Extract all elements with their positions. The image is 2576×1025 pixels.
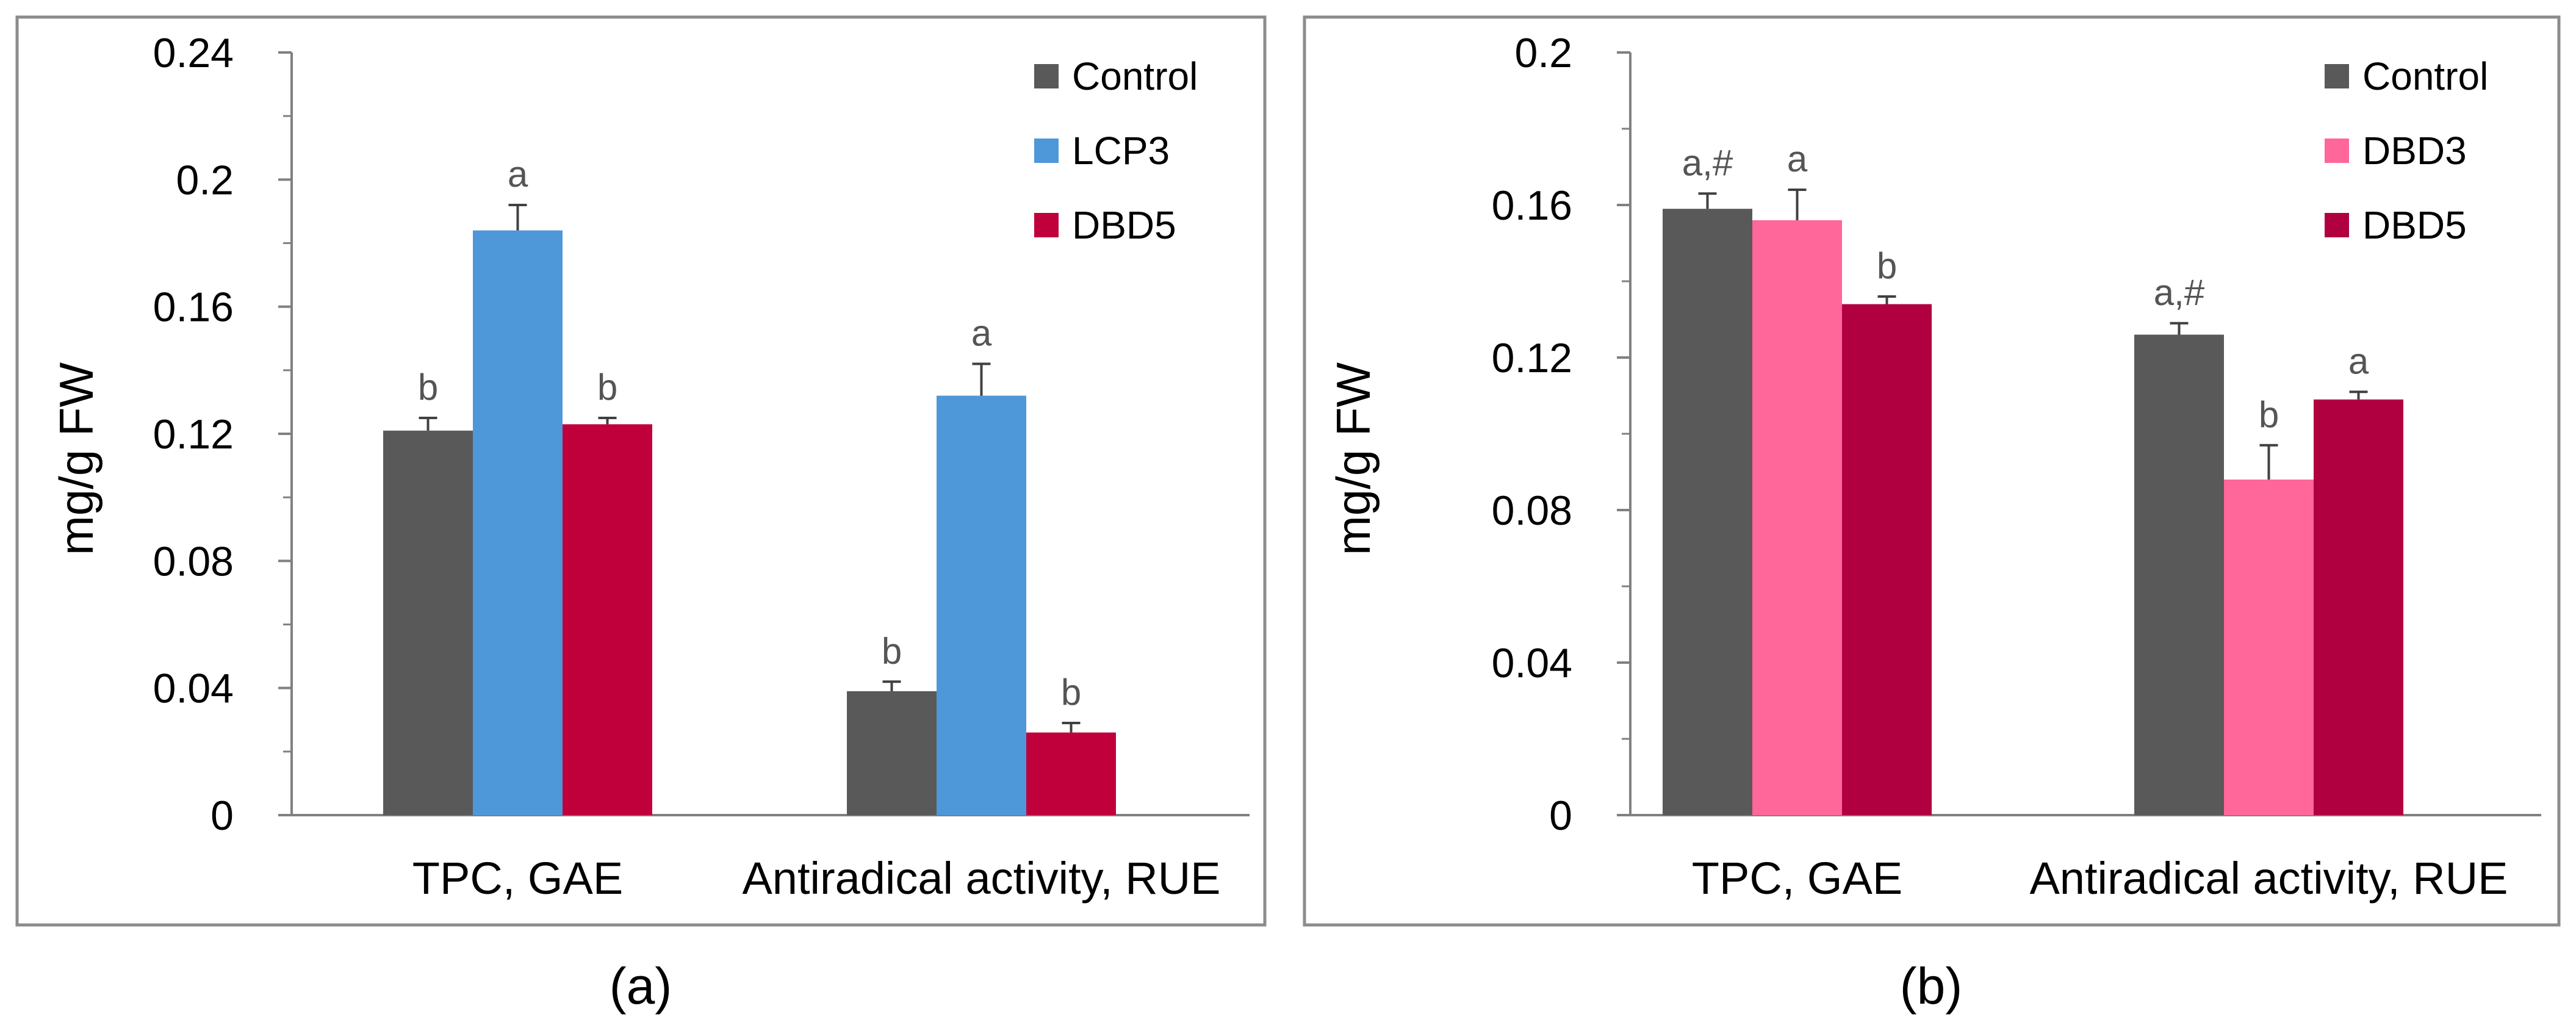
panel-b-legend-swatch [2325, 138, 2349, 163]
panel-a-bar [937, 395, 1026, 815]
panel-b-y-axis-label: mg/g FW [1326, 362, 1380, 555]
panel-a-legend-swatch [1034, 64, 1059, 88]
panel-b-y-tick-label: 0 [1549, 793, 1572, 839]
panel-b: 0 0.04 0.08 0.12 0.16 0.2 a,# a b a,# b a TPC, GAE… [1303, 15, 2561, 1015]
panel-b-bars: a,# a b a,# b a [1663, 138, 2403, 815]
panel-b-category-label: Antiradical activity, RUE [2029, 853, 2508, 904]
panel-b-bar [1752, 220, 1842, 815]
panel-a-bar [383, 430, 473, 815]
panel-b-label: (b) [1900, 957, 1963, 1015]
panel-a-frame [15, 15, 1267, 927]
panel-a-category-label: TPC, GAE [412, 853, 623, 904]
panel-b-legend-label: Control [2362, 54, 2488, 98]
panel-b-significance-label: b [1877, 245, 1897, 286]
panel-b-bar [2224, 480, 2314, 815]
panel-a-significance-label: b [882, 630, 902, 671]
panel-b-y-tick-label: 0.04 [1492, 640, 1572, 686]
panel-a-y-tick-label: 0.2 [176, 157, 234, 203]
panel-b-legend-label: DBD5 [2362, 203, 2467, 247]
panel-b-categories: TPC, GAE Antiradical activity, RUE [1692, 853, 2508, 904]
panel-a: 0 0.04 0.08 0.12 0.16 0.2 0.24 b a b b a b TPC, GAE… [15, 15, 1267, 1015]
panel-b-y-tick-label: 0.16 [1492, 182, 1572, 229]
panel-a-y-tick-label: 0.24 [153, 30, 234, 76]
panel-a-significance-label: b [1061, 672, 1081, 713]
panel-b-legend-swatch [2325, 213, 2349, 237]
panel-b-legend-swatch [2325, 64, 2349, 88]
panel-a-legend: Control LCP3 DBD5 [1034, 54, 1198, 247]
panel-a-significance-label: a [971, 312, 992, 353]
panel-b-bar [2134, 334, 2224, 815]
panel-b-bar [2314, 399, 2403, 815]
panel-a-y-tick-label: 0.16 [153, 284, 234, 331]
panel-a-significance-label: b [418, 367, 438, 408]
panel-a-y-axis-label: mg/g FW [49, 362, 103, 555]
panel-a-significance-label: a [508, 154, 528, 195]
panel-b-bar [1663, 209, 1752, 815]
panel-a-bars: b a b b a b [383, 154, 1116, 816]
panel-b-frame [1303, 15, 2561, 927]
panel-b-y-tick-label: 0.08 [1492, 487, 1572, 534]
panel-a-bar [847, 691, 937, 815]
panel-a-legend-label: Control [1072, 54, 1198, 98]
panel-b-significance-label: a,# [1682, 142, 1733, 183]
panel-a-y-tick-label: 0.12 [153, 411, 234, 458]
panel-b-significance-label: a [2348, 340, 2369, 381]
panel-b-significance-label: a,# [2154, 272, 2205, 313]
panel-a-y-tick-label: 0 [210, 793, 234, 839]
panel-b-significance-label: b [2259, 394, 2279, 435]
panel-a-categories: TPC, GAE Antiradical activity, RUE [412, 853, 1221, 904]
panel-b-bar [1842, 304, 1932, 815]
panel-b-significance-label: a [1787, 138, 1808, 179]
panel-a-legend-swatch [1034, 213, 1059, 237]
panel-a-label: (a) [610, 957, 672, 1015]
panel-a-y-tick-label: 0.08 [153, 538, 234, 584]
panel-a-bar [473, 230, 563, 816]
panel-a-significance-label: b [597, 367, 617, 408]
panel-a-y-tick-label: 0.04 [153, 666, 234, 712]
panel-b-y-axis: 0 0.04 0.08 0.12 0.16 0.2 [1492, 30, 2541, 839]
panel-a-legend-label: DBD5 [1072, 203, 1176, 247]
panel-a-legend-label: LCP3 [1072, 129, 1170, 173]
panel-b-legend: Control DBD3 DBD5 [2325, 54, 2488, 247]
panel-b-legend-label: DBD3 [2362, 129, 2467, 173]
panel-a-bar [1026, 732, 1116, 815]
panel-b-y-tick-label: 0.2 [1514, 30, 1572, 76]
panel-a-legend-swatch [1034, 138, 1059, 163]
panel-b-y-tick-label: 0.12 [1492, 335, 1572, 381]
panel-a-y-axis: 0 0.04 0.08 0.12 0.16 0.2 0.24 [153, 30, 1250, 839]
panel-b-category-label: TPC, GAE [1692, 853, 1902, 904]
panel-a-bar [563, 424, 652, 815]
panel-a-category-label: Antiradical activity, RUE [742, 853, 1220, 904]
